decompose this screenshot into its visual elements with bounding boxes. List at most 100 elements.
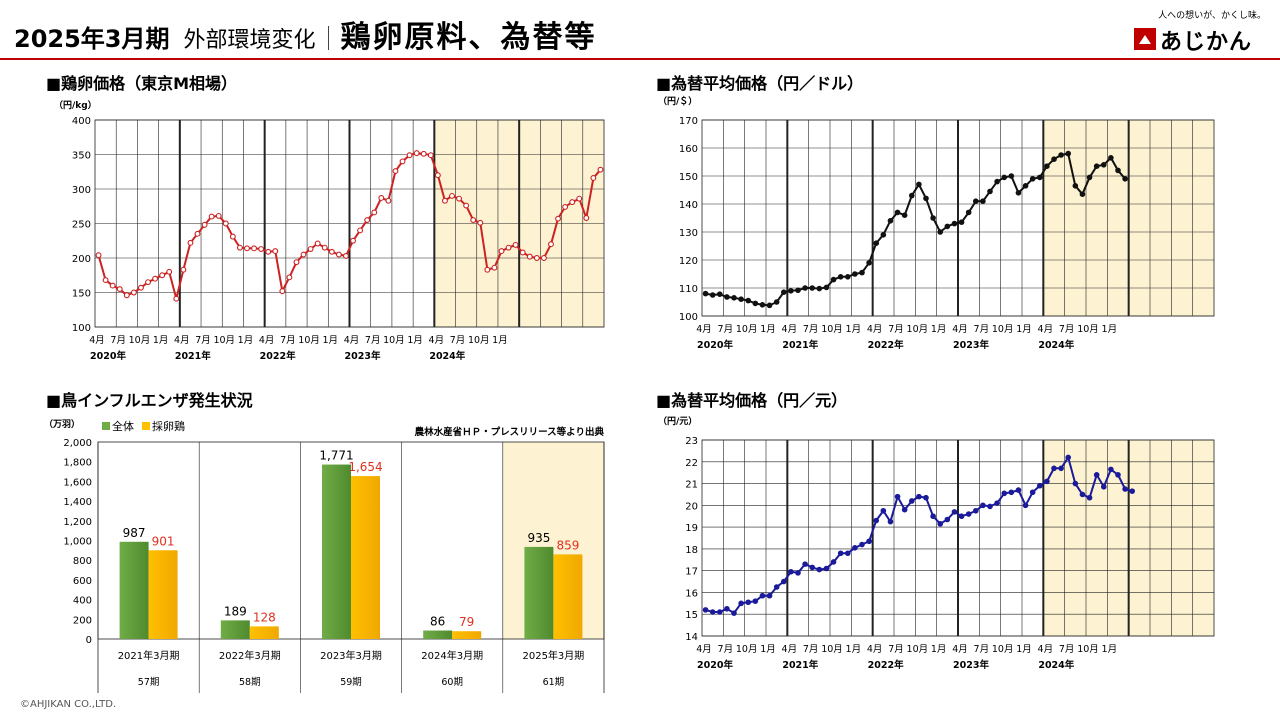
data-point xyxy=(944,516,951,523)
data-point xyxy=(371,209,378,216)
data-point xyxy=(802,561,808,567)
data-point xyxy=(152,275,159,282)
data-point xyxy=(583,215,590,221)
data-point xyxy=(894,209,901,216)
y-tick-label: 350 xyxy=(72,151,91,162)
data-point xyxy=(350,237,356,244)
y-tick-label: 2,000 xyxy=(63,438,92,449)
x-tick-label: 10月 xyxy=(383,335,405,346)
data-point xyxy=(187,239,194,246)
data-point xyxy=(731,610,737,616)
year-label: 2022年 xyxy=(260,350,296,362)
legend-swatch xyxy=(142,422,150,430)
data-point xyxy=(576,195,583,202)
data-point xyxy=(1079,191,1086,197)
y-tick-label: 120 xyxy=(679,256,698,267)
data-point xyxy=(795,570,801,576)
data-point xyxy=(145,279,151,286)
bar-total xyxy=(322,464,351,639)
data-point xyxy=(930,513,936,520)
data-point xyxy=(1001,490,1008,497)
x-tick-label: 10月 xyxy=(821,644,843,655)
data-point xyxy=(286,274,293,281)
bar-layer xyxy=(148,550,178,639)
data-point xyxy=(702,290,709,297)
data-point xyxy=(1122,486,1128,492)
data-point xyxy=(887,218,894,224)
data-point xyxy=(880,232,887,238)
data-point xyxy=(709,609,716,615)
year-label: 2020年 xyxy=(90,350,126,362)
data-point xyxy=(314,240,321,247)
x-tick-label: 4月 xyxy=(89,335,105,346)
y-unit-label: （万羽） xyxy=(44,419,80,430)
year-label: 2020年 xyxy=(697,659,733,671)
y-tick-label: 1,400 xyxy=(63,497,92,508)
data-point xyxy=(930,215,936,221)
data-point xyxy=(456,195,463,202)
data-point xyxy=(597,166,604,173)
x-tick-label: 1月 xyxy=(931,644,947,655)
data-point xyxy=(484,266,491,273)
data-point xyxy=(540,255,547,261)
data-point xyxy=(923,195,929,202)
data-point xyxy=(859,541,865,548)
data-point xyxy=(116,286,123,293)
x-tick-label: 10月 xyxy=(992,644,1014,655)
y-tick-label: 130 xyxy=(679,228,698,239)
data-point xyxy=(873,517,880,524)
y-unit-label: （円/kg） xyxy=(54,100,97,111)
data-point xyxy=(830,276,837,283)
data-point xyxy=(724,605,730,612)
data-point xyxy=(222,220,229,227)
data-point xyxy=(916,181,922,188)
x-tick-label: 4月 xyxy=(867,324,883,335)
legend-label: 全体 xyxy=(112,419,134,433)
data-point xyxy=(1015,190,1022,196)
bar-layer xyxy=(553,554,583,639)
data-point xyxy=(987,503,993,510)
y-tick-label: 18 xyxy=(685,545,698,556)
data-label: 1,771 xyxy=(319,449,353,463)
bar-layer xyxy=(351,476,380,639)
data-point xyxy=(788,288,794,294)
data-point xyxy=(802,285,808,291)
x-tick-label: 10月 xyxy=(129,335,151,346)
x-tick-label: 1月 xyxy=(407,335,423,346)
y-tick-label: 15 xyxy=(685,610,698,621)
page-header: 2025年3月期 外部環境変化 鶏卵原料、為替等 人への想いが、かくし味。 あじかん xyxy=(0,0,1280,60)
cny-chart-title: ■為替平均価格（円／元） xyxy=(656,391,848,410)
x-tick-label: 10月 xyxy=(736,324,758,335)
data-point xyxy=(406,152,413,159)
x-tick-label: 7月 xyxy=(365,335,381,346)
x-tick-label: 1月 xyxy=(1016,644,1032,655)
data-point xyxy=(498,248,505,255)
data-point xyxy=(972,198,979,204)
y-tick-label: 16 xyxy=(685,588,698,599)
data-point xyxy=(965,511,972,517)
data-point xyxy=(1029,176,1036,182)
data-point xyxy=(293,259,300,266)
bar-total xyxy=(220,620,250,639)
y-tick-label: 150 xyxy=(72,289,91,300)
data-label: 901 xyxy=(152,534,175,548)
data-point xyxy=(1115,167,1121,174)
header-rule xyxy=(0,58,1280,60)
data-point xyxy=(123,292,130,299)
data-point xyxy=(759,592,766,599)
year-label: 2021年 xyxy=(782,339,818,351)
category-label: 2025年3月期 xyxy=(522,649,584,662)
data-point xyxy=(980,502,986,509)
data-point xyxy=(258,246,265,252)
category-label: 2022年3月期 xyxy=(219,649,281,662)
year-label: 2023年 xyxy=(953,339,989,351)
y-tick-label: 140 xyxy=(679,200,698,211)
data-point xyxy=(816,285,823,292)
data-point xyxy=(951,509,958,515)
data-point xyxy=(173,295,180,302)
data-point xyxy=(972,507,979,514)
x-tick-label: 1月 xyxy=(1102,324,1118,335)
data-point xyxy=(994,500,1000,506)
x-tick-label: 4月 xyxy=(696,324,712,335)
